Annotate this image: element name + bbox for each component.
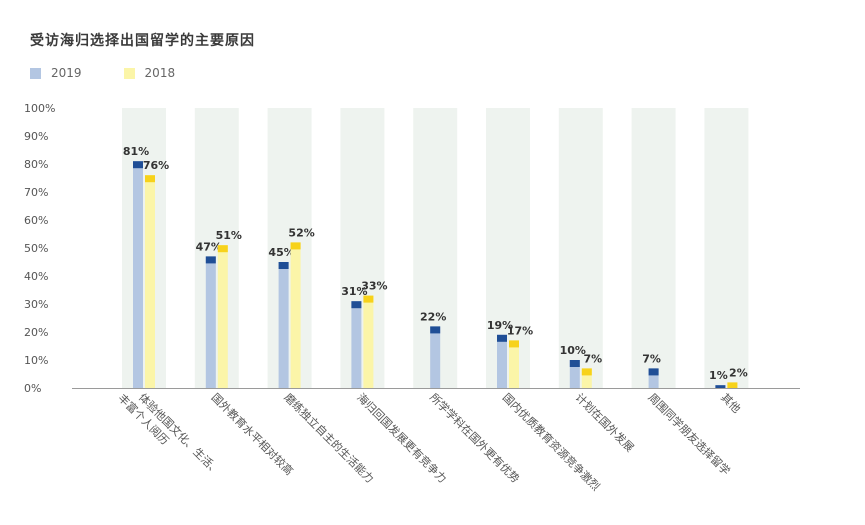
data-label-2019: 31% [341,285,367,298]
background-column [486,108,530,388]
x-category-label: 国外教育水平相对较高 [209,390,297,478]
x-category-label: 周围同学朋友选择留学 [645,390,733,478]
x-category-label: 计划在国外发展 [573,390,637,454]
background-column [194,108,239,388]
bar-cap-2019 [569,360,580,367]
bar-2019 [648,368,659,388]
x-category-label-line: 国外教育水平相对较高 [209,390,297,478]
legend-label-2019: 2019 [51,66,82,80]
bar-2019 [351,301,362,388]
bar-cap-2019 [278,262,289,269]
legend-swatch-2018 [123,67,135,79]
bar-2018 [145,175,155,388]
y-tick-label: 80% [24,158,48,171]
bar-cap-2018 [509,340,519,348]
bar-2019 [497,334,507,388]
y-tick-label: 50% [24,242,48,255]
data-label-2019: 1% [709,369,728,382]
data-label-2019: 81% [123,145,149,158]
data-label-2019: 19% [487,319,513,332]
y-tick-label: 30% [24,298,48,311]
bar-2018 [217,245,228,388]
data-label-2018: 2% [729,366,748,379]
x-category-label-line: 计划在国外发展 [573,390,637,454]
y-tick-label: 40% [24,270,48,283]
data-label-2019: 10% [560,344,586,357]
x-category-label-line: 其他 [718,391,743,416]
bar-2019 [278,262,289,388]
legend: 2019 2018 [30,66,175,80]
bar-cap-2018 [145,175,155,183]
data-label-2019: 45% [268,246,294,259]
bar-cap-2019 [205,256,216,264]
background-column [631,108,676,388]
bar-cap-2019 [497,334,507,342]
bar-cap-2019 [133,161,143,169]
data-label-2018: 51% [216,229,242,242]
y-tick-label: 20% [24,326,48,339]
y-tick-label: 0% [24,382,41,395]
bar-cap-2018 [217,245,228,253]
data-label-2018: 7% [583,352,602,365]
legend-swatch-2019 [30,67,41,79]
data-label-2018: 76% [143,159,169,172]
bar-2018 [509,340,519,388]
y-tick-label: 100% [24,102,55,115]
background-column [340,108,385,388]
y-tick-label: 70% [24,186,48,199]
y-tick-label: 60% [24,214,48,227]
background-column [267,108,312,388]
bar-cap-2019 [648,368,659,376]
background-column [558,108,603,388]
bar-2019 [569,360,580,388]
bar-cap-2018 [581,368,592,376]
data-label-2019: 7% [642,352,661,365]
legend-label-2018: 2018 [144,66,176,80]
chart-title: 受访海归选择出国留学的主要原因 [30,33,255,49]
legend-item-2019: 2019 [30,66,82,80]
data-label-2019: 47% [196,240,222,253]
background-column [704,108,749,388]
bar-cap-2019 [351,301,362,309]
background-column [122,108,166,388]
bar-2019 [133,161,143,388]
bar-2019 [205,256,216,388]
bar-2018 [363,295,374,388]
legend-item-2018: 2018 [123,66,176,80]
bar-cap-2018 [290,242,301,250]
bar-2019 [430,326,441,388]
x-category-label: 其他 [718,391,743,416]
data-label-2019: 22% [420,310,446,323]
x-category-label: 体验他国文化、生活、丰富个人阅历 [115,380,223,488]
bar-cap-2019 [715,385,726,388]
data-label-2018: 52% [288,226,314,239]
bar-2018 [581,368,592,388]
x-category-label-line: 周围同学朋友选择留学 [645,390,733,478]
data-label-2018: 33% [361,280,387,293]
y-tick-label: 90% [24,130,48,143]
y-tick-label: 10% [24,354,48,367]
data-label-2018: 17% [507,324,533,337]
bar-cap-2019 [430,326,441,334]
bar-cap-2018 [727,382,738,388]
bar-cap-2018 [363,295,374,303]
bar-2018 [290,242,301,388]
